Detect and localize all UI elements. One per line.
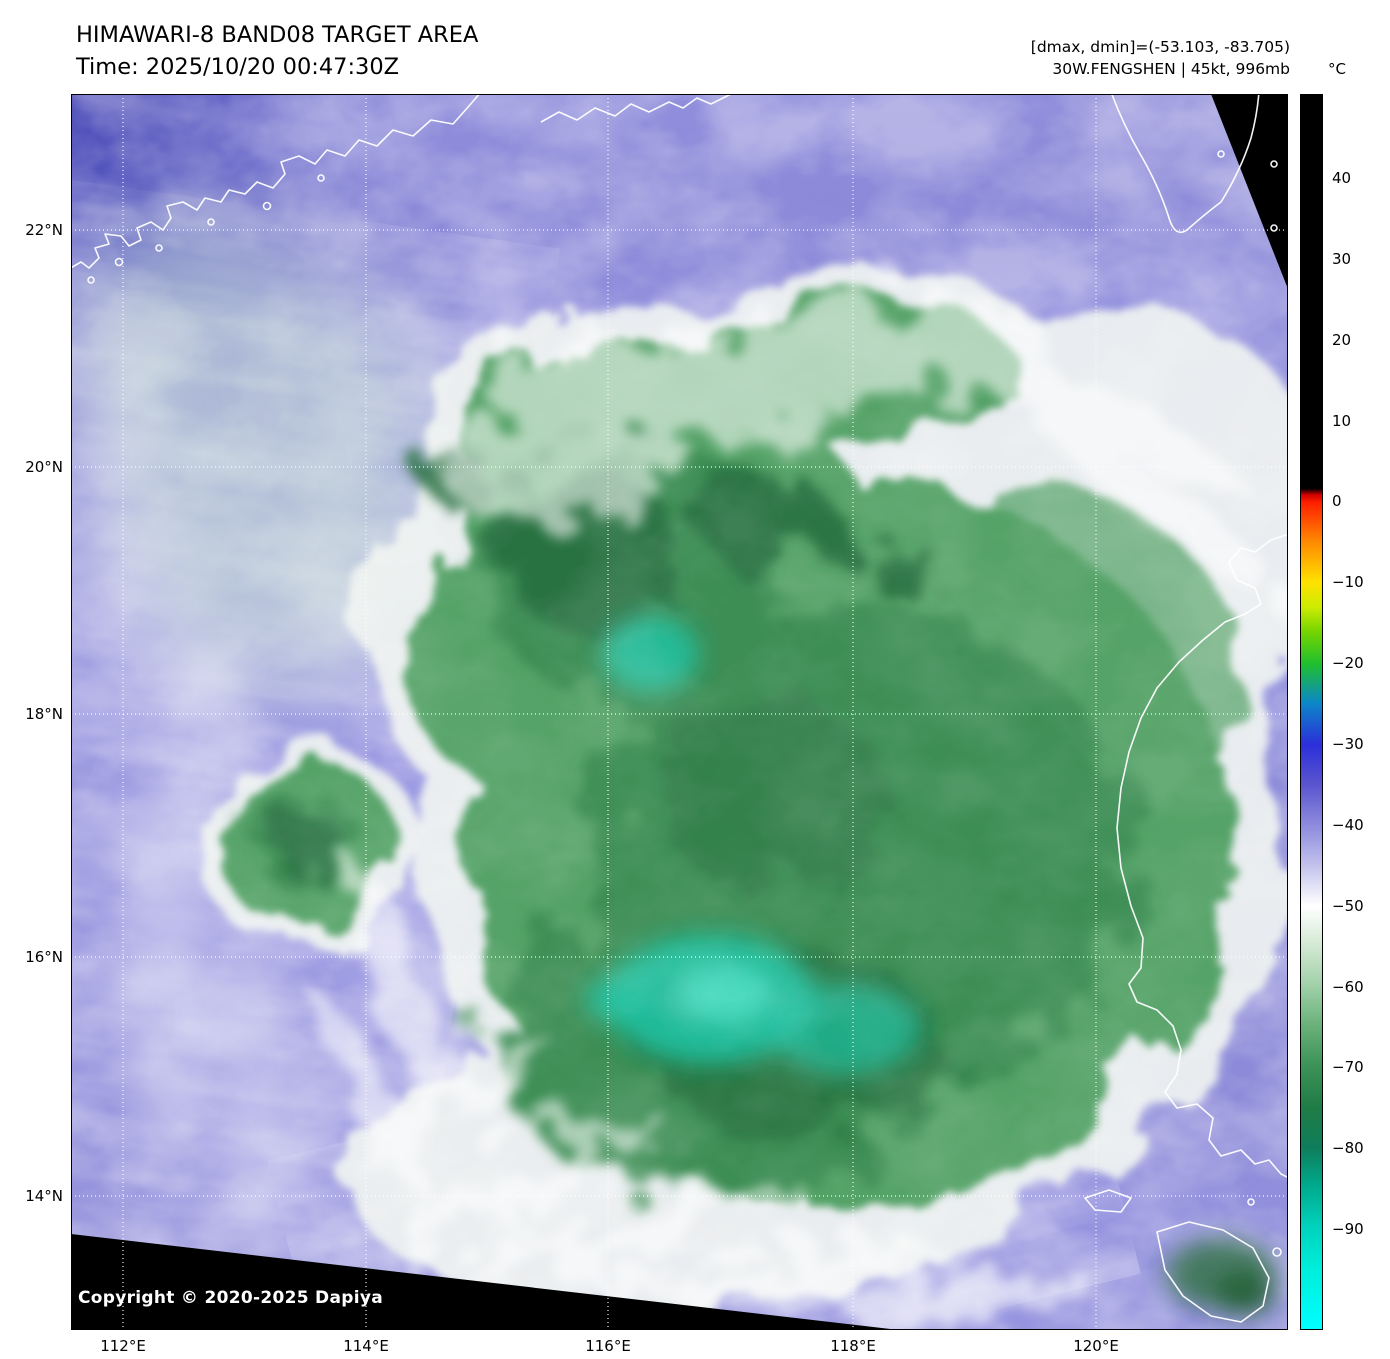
colorbar-tick-m70: −70 — [1332, 1058, 1364, 1076]
coastlines — [71, 94, 1288, 1323]
page-title: HIMAWARI-8 BAND08 TARGET AREA — [76, 22, 479, 48]
lat-label-18n: 18°N — [25, 705, 63, 723]
typhoon-cloud-mass — [71, 94, 1288, 1330]
scan-edge-black-regions — [71, 94, 1288, 1330]
lat-label-14n: 14°N — [25, 1187, 63, 1205]
land-dark-patches — [1166, 1239, 1276, 1316]
colorbar-tick-m60: −60 — [1332, 978, 1364, 996]
colorbar-tick-0: 0 — [1332, 492, 1342, 510]
colorbar — [1300, 94, 1323, 1330]
colorbar-tick-m10: −10 — [1332, 573, 1364, 591]
colorbar-tick-m50: −50 — [1332, 897, 1364, 915]
colorbar-tick-20: 20 — [1332, 331, 1352, 349]
colorbar-tick-30: 30 — [1332, 250, 1352, 268]
lon-label-114e: 114°E — [343, 1337, 389, 1355]
colorbar-tick-m80: −80 — [1332, 1139, 1364, 1157]
colorbar-tick-m40: −40 — [1332, 816, 1364, 834]
grid-lines — [71, 94, 1288, 1330]
colorbar-tick-40: 40 — [1332, 169, 1352, 187]
lon-label-120e: 120°E — [1073, 1337, 1119, 1355]
lon-label-116e: 116°E — [585, 1337, 631, 1355]
colorbar-unit-label: °C — [1328, 60, 1346, 78]
lat-label-16n: 16°N — [25, 948, 63, 966]
time-label: Time: 2025/10/20 00:47:30Z — [76, 54, 400, 80]
copyright-label: Copyright © 2020-2025 Dapiya — [78, 1288, 383, 1308]
lat-label-20n: 20°N — [25, 458, 63, 476]
map-frame — [71, 94, 1288, 1330]
colorbar-tick-m30: −30 — [1332, 735, 1364, 753]
colorbar-tick-m20: −20 — [1332, 654, 1364, 672]
colorbar-tick-10: 10 — [1332, 412, 1352, 430]
storm-info-label: 30W.FENGSHEN | 45kt, 996mb — [1052, 60, 1290, 78]
lat-label-22n: 22°N — [25, 221, 63, 239]
lon-label-118e: 118°E — [830, 1337, 876, 1355]
satellite-image — [71, 94, 1288, 1330]
colorbar-tick-m90: −90 — [1332, 1220, 1364, 1238]
lon-label-112e: 112°E — [100, 1337, 146, 1355]
dmax-dmin-label: [dmax, dmin]=(-53.103, -83.705) — [1030, 38, 1290, 56]
